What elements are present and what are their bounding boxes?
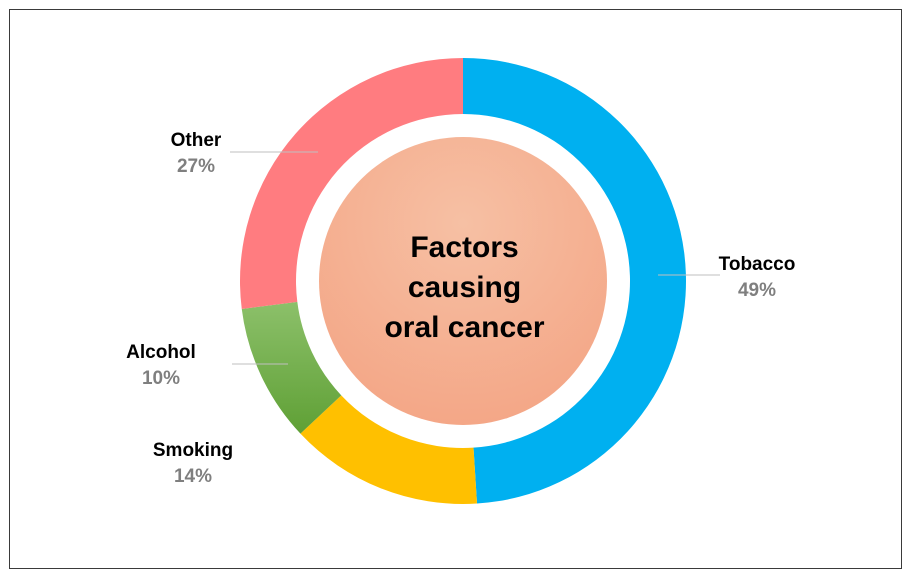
slice-value-other: 27% (177, 156, 215, 177)
center-title-line-2: causing (407, 271, 522, 304)
slice-smoking (300, 395, 478, 504)
donut-chart: Tobacco 49% Smoking 14% Alcohol 10% Other 27% (126, 57, 795, 504)
slice-label-other: Other (171, 130, 222, 151)
slice-label-tobacco: Tobacco (719, 254, 796, 275)
slice-value-tobacco: 49% (738, 280, 776, 301)
slice-value-alcohol: 10% (142, 368, 180, 389)
chart-center-title: Factors causing oral cancer (322, 228, 607, 348)
slice-other (239, 58, 463, 309)
center-circle (319, 137, 607, 425)
center-title-line-1: Factors (410, 231, 519, 264)
slice-value-smoking: 14% (174, 466, 212, 487)
slice-tobacco (463, 57, 687, 504)
slice-alcohol (241, 301, 342, 434)
slice-labels: Tobacco 49% Smoking 14% Alcohol 10% Other 27% (126, 130, 795, 487)
slice-label-smoking: Smoking (153, 440, 233, 461)
slice-label-alcohol: Alcohol (126, 342, 196, 363)
donut-slices (239, 57, 687, 504)
center-title-line-3: oral cancer (384, 311, 545, 344)
